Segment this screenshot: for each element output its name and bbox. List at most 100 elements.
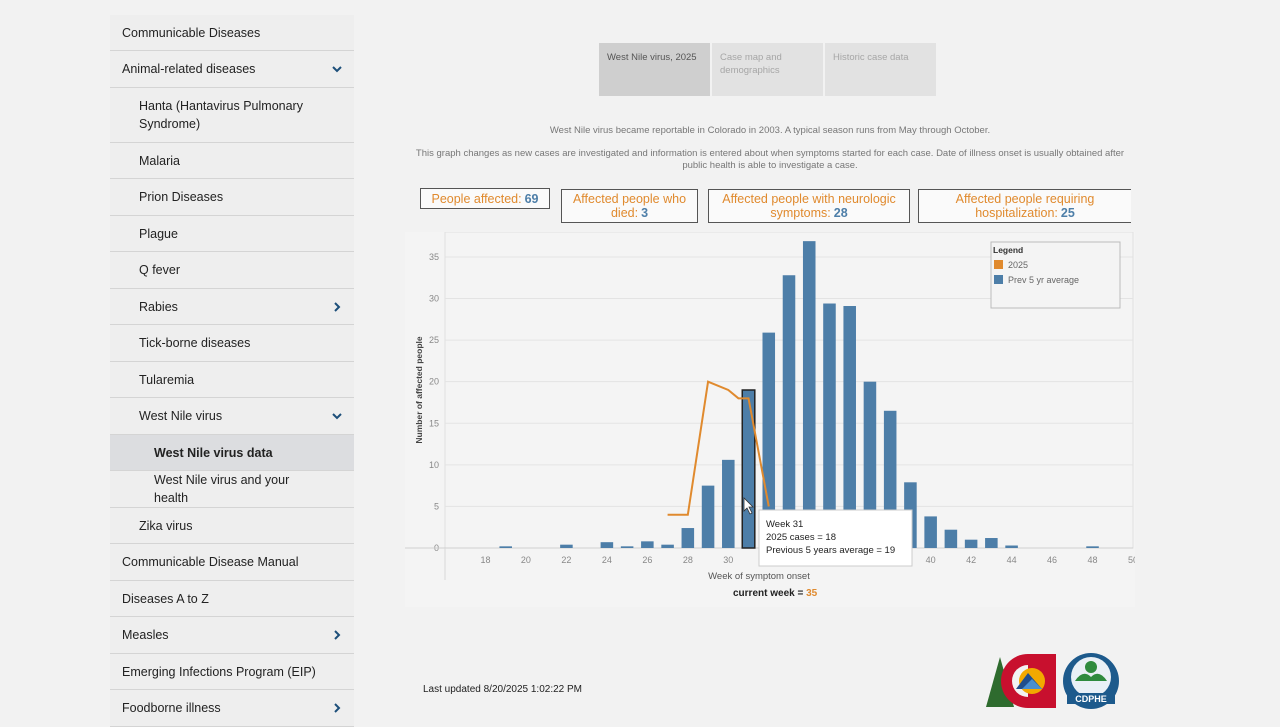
cdphe-logo-text: CDPHE: [1075, 694, 1107, 704]
sidebar-item-label: Emerging Infections Program (EIP): [122, 664, 316, 679]
sidebar-item-zika-virus[interactable]: Zika virus: [110, 508, 354, 544]
bar: [560, 544, 573, 548]
stat-value: 28: [833, 206, 848, 220]
sidebar-item-label: Zika virus: [139, 518, 193, 533]
stat-label: Affected people requiring hospitalizatio…: [955, 192, 1095, 220]
colorado-logo: [986, 654, 1056, 708]
x-tick-label: 18: [480, 555, 490, 565]
sidebar-item-foodborne-illness[interactable]: Foodborne illness: [110, 690, 354, 727]
sidebar-nav: Communicable Diseases Animal-related dise…: [110, 15, 354, 727]
stat-label: Affected people who died:: [572, 192, 687, 220]
sidebar-item-prion-diseases[interactable]: Prion Diseases: [110, 179, 354, 216]
sidebar-item-animal-related-diseases[interactable]: Animal-related diseases: [110, 51, 354, 88]
chevron-down-icon[interactable]: [330, 409, 344, 423]
sidebar-item-label: Communicable Disease Manual: [122, 555, 299, 569]
sidebar-item-hanta-hantavirus-pulmonary-syndrome[interactable]: Hanta (Hantavirus Pulmonary Syndrome): [110, 88, 354, 143]
sidebar-item-west-nile-virus-data[interactable]: West Nile virus data: [110, 435, 354, 471]
y-tick-label: 5: [434, 501, 439, 511]
x-tick-label: 20: [521, 555, 531, 565]
stat-value: 25: [1060, 206, 1075, 220]
bar: [741, 389, 756, 549]
last-updated: Last updated 8/20/2025 1:02:22 PM: [423, 684, 583, 695]
sidebar-item-plague[interactable]: Plague: [110, 216, 354, 252]
legend-swatch: [994, 260, 1003, 269]
sidebar-item-communicable-disease-manual[interactable]: Communicable Disease Manual: [110, 544, 354, 581]
stat-people-died: Affected people who died: 3: [561, 189, 698, 223]
sidebar-item-label: Tularemia: [139, 372, 195, 387]
x-tick-label: 26: [642, 555, 652, 565]
bar: [863, 381, 877, 548]
sidebar-item-label: Animal-related diseases: [122, 62, 256, 76]
chevron-right-icon[interactable]: [330, 300, 344, 314]
x-tick-label: 50: [1128, 555, 1135, 565]
bar: [661, 544, 674, 548]
y-tick-label: 35: [429, 252, 439, 262]
stat-label: People affected:: [431, 191, 522, 206]
bar: [722, 459, 735, 548]
sidebar-item-label: Plague: [139, 226, 178, 241]
colorado-cdphe-logos: CDPHE: [986, 653, 1119, 709]
sidebar-item-label: Rabies: [139, 299, 178, 314]
chevron-right-icon[interactable]: [330, 701, 344, 715]
bar: [1086, 546, 1099, 548]
intro-note: This graph changes as new cases are inve…: [415, 148, 1125, 171]
sidebar-item-west-nile-virus[interactable]: West Nile virus: [110, 398, 354, 435]
current-week: current week = 35: [733, 588, 817, 599]
sidebar-item-label: Tick-borne diseases: [139, 336, 251, 350]
x-tick-label: 28: [683, 555, 693, 565]
y-tick-label: 30: [429, 294, 439, 304]
sidebar-item-label: Q fever: [139, 263, 180, 277]
sidebar-item-tick-borne-diseases[interactable]: Tick-borne diseases: [110, 325, 354, 362]
sidebar-item-west-nile-virus-and-your-health[interactable]: West Nile virus and your health: [110, 471, 354, 508]
bar: [823, 303, 836, 548]
chevron-right-icon[interactable]: [330, 628, 344, 642]
mouse-pointer-icon: [743, 497, 754, 515]
sidebar-item-measles[interactable]: Measles: [110, 617, 354, 654]
sidebar-item-rabies[interactable]: Rabies: [110, 289, 354, 325]
bar: [782, 275, 796, 548]
sidebar-item-label: Diseases A to Z: [122, 591, 209, 606]
tooltip-box: [758, 509, 913, 567]
sidebar-item-label: Foodborne illness: [122, 701, 221, 715]
chevron-down-icon[interactable]: [330, 62, 344, 76]
sidebar-item-diseases-a-to-z[interactable]: Diseases A to Z: [110, 581, 354, 617]
sidebar-item-emerging-infections-program-eip[interactable]: Emerging Infections Program (EIP): [110, 654, 354, 690]
tooltip-line: 2025 cases = 18: [766, 532, 836, 543]
y-axis-label: Number of affected people: [414, 336, 424, 443]
sidebar-item-communicable-diseases[interactable]: Communicable Diseases: [110, 15, 354, 51]
sidebar-item-label: West Nile virus and your health: [154, 473, 290, 505]
tab-west-nile-2025[interactable]: West Nile virus, 2025: [599, 43, 710, 96]
bar: [843, 306, 856, 548]
sidebar-item-q-fever[interactable]: Q fever: [110, 252, 354, 289]
cdphe-logo: CDPHE: [1063, 653, 1119, 709]
series-line-2025: [667, 380, 770, 516]
x-axis-label: Week of symptom onset: [708, 571, 810, 582]
sidebar-item-label: Measles: [122, 628, 169, 642]
y-tick-label: 10: [429, 460, 439, 470]
cases-by-week-chart[interactable]: 0510152025303518202224262830323436384042…: [405, 232, 1135, 607]
chart-container: 0510152025303518202224262830323436384042…: [405, 232, 1135, 607]
intro-text: West Nile virus became reportable in Col…: [549, 125, 991, 136]
legend-entry: Prev 5 yr average: [1008, 275, 1079, 285]
legend-entry: 2025: [1008, 260, 1028, 270]
stat-label: Affected people with neurologic symptoms…: [722, 192, 896, 220]
tab-case-map-demographics[interactable]: Case map and demographics: [712, 43, 823, 96]
bar: [802, 241, 816, 548]
bar: [499, 546, 512, 548]
y-tick-label: 15: [429, 418, 439, 428]
bar: [641, 541, 654, 548]
tab-historic-case-data[interactable]: Historic case data: [825, 43, 936, 96]
sidebar-item-label: Malaria: [139, 153, 180, 168]
x-tick-label: 46: [1047, 555, 1057, 565]
sidebar-item-malaria[interactable]: Malaria: [110, 143, 354, 179]
bar: [701, 485, 715, 548]
stat-people-affected: People affected: 69: [420, 188, 550, 209]
y-tick-label: 20: [429, 377, 439, 387]
bar: [964, 539, 978, 548]
bar: [924, 516, 937, 548]
sidebar-item-label: West Nile virus data: [154, 445, 273, 460]
x-tick-label: 40: [926, 555, 936, 565]
dashboard-tabs: West Nile virus, 2025 Case map and demog…: [599, 43, 936, 96]
sidebar-item-tularemia[interactable]: Tularemia: [110, 362, 354, 398]
stat-neurologic: Affected people with neurologic symptoms…: [708, 189, 910, 223]
